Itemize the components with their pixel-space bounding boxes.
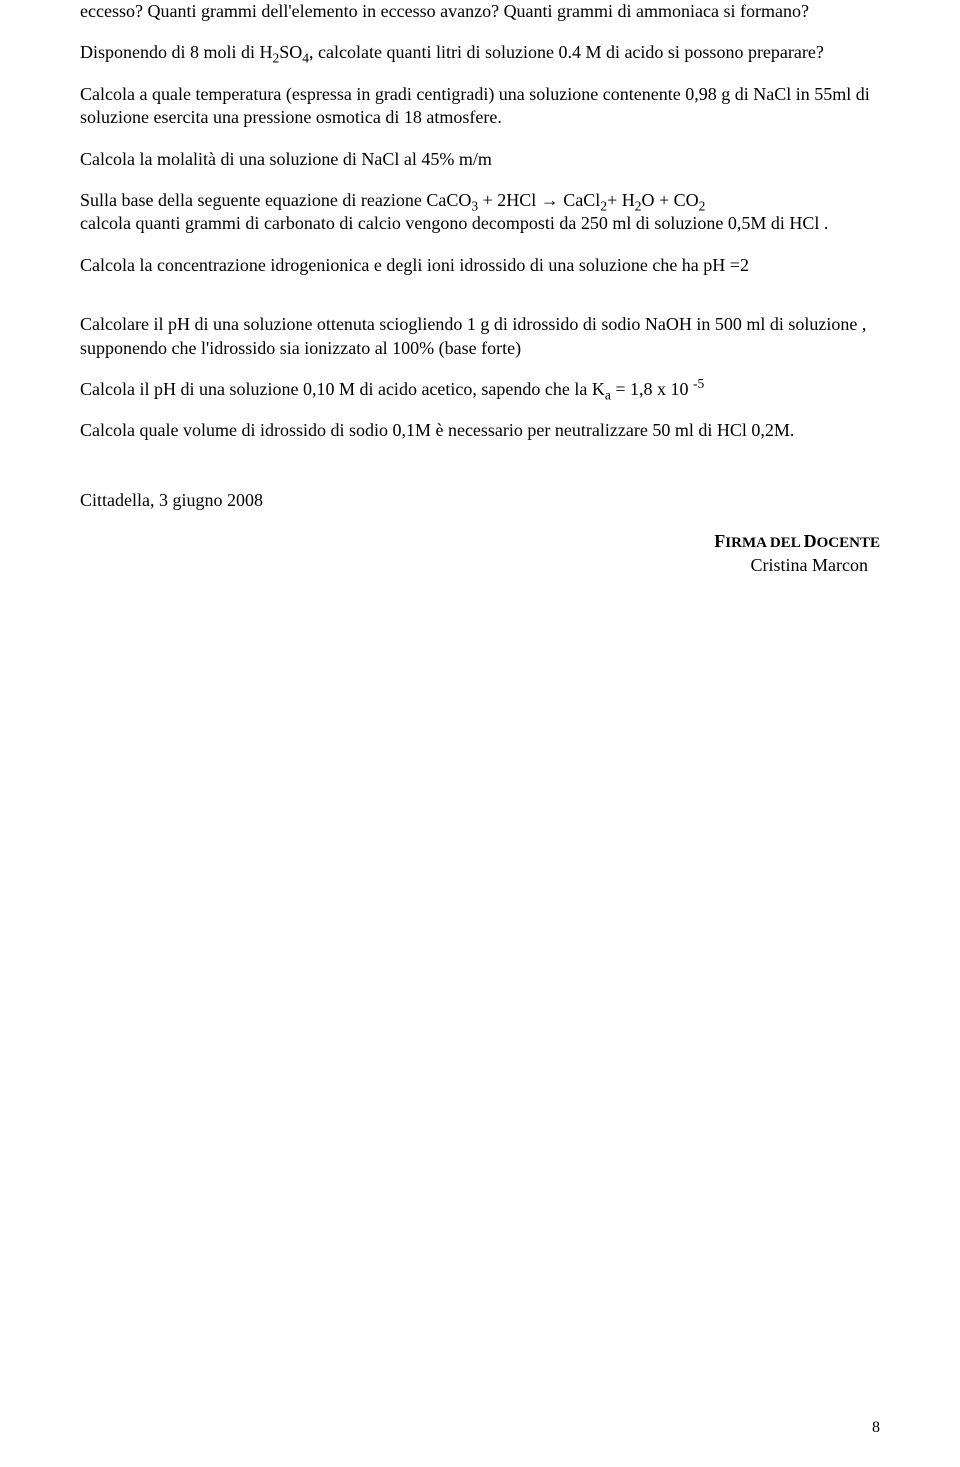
spacer: [80, 295, 880, 313]
paragraph-2: Disponendo di 8 moli di H2SO4, calcolate…: [80, 41, 880, 64]
text-fragment: F: [714, 531, 725, 551]
arrow-icon: →: [541, 190, 559, 210]
paragraph-9: Calcola quale volume di idrossido di sod…: [80, 419, 880, 442]
text-fragment: O + CO: [641, 190, 698, 210]
text-fragment: IRMA DEL: [725, 535, 803, 551]
signature-label: FIRMA DEL DOCENTE: [80, 530, 880, 554]
page-number: 8: [872, 1419, 880, 1437]
text-fragment: + H: [607, 190, 635, 210]
text-fragment: CaCl: [559, 190, 601, 210]
superscript: -5: [693, 376, 704, 391]
text-fragment: OCENTE: [817, 535, 880, 551]
date-line: Cittadella, 3 giugno 2008: [80, 489, 880, 512]
text-fragment: , calcolate quanti litri di soluzione 0.…: [309, 42, 824, 62]
text-fragment: Disponendo di 8 moli di H: [80, 42, 273, 62]
signature-name: Cristina Marcon: [80, 554, 880, 577]
paragraph-7: Calcolare il pH di una soluzione ottenut…: [80, 313, 880, 360]
text-fragment: Sulla base della seguente equazione di r…: [80, 190, 471, 210]
text-fragment: D: [804, 531, 817, 551]
text-fragment: SO: [279, 42, 302, 62]
paragraph-6: Calcola la concentrazione idrogenionica …: [80, 254, 880, 277]
paragraph-3: Calcola a quale temperatura (espressa in…: [80, 83, 880, 130]
spacer: [80, 461, 880, 489]
paragraph-8: Calcola il pH di una soluzione 0,10 M di…: [80, 378, 880, 401]
text-fragment: = 1,8 x 10: [611, 379, 693, 399]
paragraph-5: Sulla base della seguente equazione di r…: [80, 189, 880, 236]
paragraph-4: Calcola la molalità di una soluzione di …: [80, 148, 880, 171]
text-fragment: calcola quanti grammi di carbonato di ca…: [80, 213, 828, 233]
paragraph-1: eccesso? Quanti grammi dell'elemento in …: [80, 0, 880, 23]
text-fragment: + 2HCl: [478, 190, 541, 210]
subscript: 4: [302, 51, 309, 66]
text-fragment: Calcola il pH di una soluzione 0,10 M di…: [80, 379, 605, 399]
subscript: 2: [699, 199, 706, 214]
document-body: eccesso? Quanti grammi dell'elemento in …: [80, 0, 880, 577]
signature-block: FIRMA DEL DOCENTE Cristina Marcon: [80, 530, 880, 577]
